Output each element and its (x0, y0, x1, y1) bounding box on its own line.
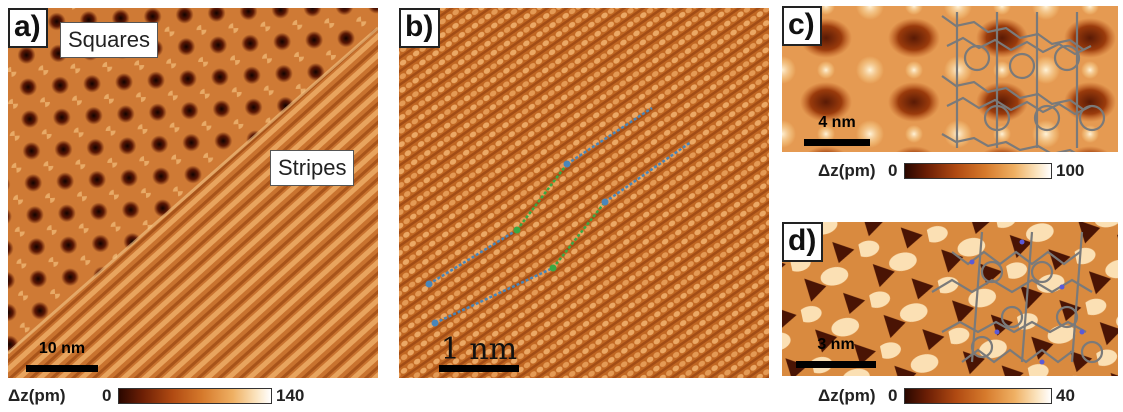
squares-label: Squares (60, 22, 158, 58)
stm-image-d (782, 222, 1118, 376)
colorbar-gradient-a (118, 388, 272, 404)
panel-label-a: a) (8, 8, 48, 48)
panel-b-image: b) 1 nm (399, 8, 769, 378)
scale-bar-c: 4 nm (804, 114, 870, 146)
scale-bar-a: 10 nm (26, 338, 98, 372)
stripes-label: Stripes (270, 150, 355, 186)
scale-text-d: 3 nm (817, 336, 855, 353)
colorbar-min-a: 0 (102, 386, 112, 405)
scale-text-a: 10 nm (38, 340, 86, 357)
colorbar-a: Δz(pm) 0 140 (8, 386, 308, 406)
panel-a-image: a) Squares Stripes 10 nm (8, 8, 378, 378)
colorbar-quantity-a: Δz(pm) (8, 386, 66, 405)
unit-cell-arrow-2 (516, 163, 568, 231)
colorbar-max-d: 40 (1056, 386, 1075, 405)
scale-line-d (796, 361, 876, 368)
colorbar-min-d: 0 (888, 386, 898, 405)
panel-c-image: c) 4 nm (782, 6, 1118, 152)
colorbar-gradient-c (904, 163, 1052, 179)
stm-image-c (782, 6, 1118, 152)
scale-line-c (804, 139, 870, 146)
colorbar-min-c: 0 (888, 161, 898, 180)
scale-bar-b: 1 nm (439, 332, 519, 372)
unit-cell-arrow-1 (428, 228, 518, 286)
colorbar-gradient-d (904, 388, 1052, 404)
colorbar-max-c: 100 (1056, 161, 1085, 180)
scale-text-c: 4 nm (818, 114, 856, 131)
molecular-model-overlay-c (941, 12, 1106, 152)
unit-cell-arrow-5 (552, 201, 606, 269)
panel-label-c: c) (782, 6, 822, 46)
scale-text-b: 1 nm (440, 332, 518, 367)
unit-cell-arrow-6 (604, 140, 692, 204)
colorbar-c: Δz(pm) 0 100 (818, 161, 1098, 181)
stm-image-a (8, 8, 378, 378)
panel-d-image: d) 3 nm (782, 222, 1118, 376)
colorbar-quantity-c: Δz(pm) (818, 161, 876, 180)
unit-cell-arrow-3 (566, 106, 653, 166)
colorbar-max-a: 140 (276, 386, 305, 405)
stm-image-b (399, 8, 769, 378)
unit-cell-arrow-4 (434, 266, 554, 325)
panel-label-d: d) (782, 222, 824, 262)
scale-line-a (26, 365, 98, 372)
colorbar-d: Δz(pm) 0 40 (818, 386, 1098, 406)
colorbar-quantity-d: Δz(pm) (818, 386, 876, 405)
molecular-model-overlay-d (931, 231, 1104, 364)
scale-line-b (439, 365, 519, 372)
scale-bar-d: 3 nm (796, 336, 876, 368)
panel-label-b: b) (399, 8, 441, 48)
